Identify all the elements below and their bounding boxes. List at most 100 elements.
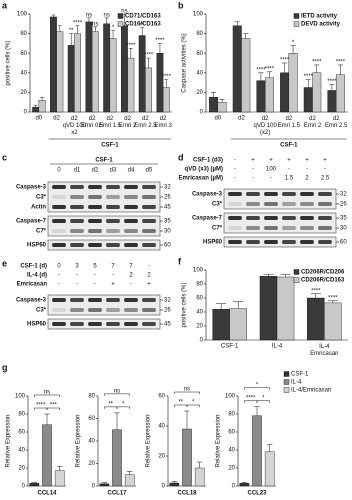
bar (312, 72, 322, 113)
band (70, 195, 84, 199)
y-tick-label: 100 (15, 394, 26, 400)
band (106, 229, 120, 233)
group-label: CSF-1 (280, 143, 298, 149)
error-bar (33, 104, 38, 108)
bar (103, 23, 111, 113)
band (52, 308, 66, 312)
band (106, 205, 120, 209)
condition-label: CSF-1 (d) (20, 264, 47, 270)
lane-label: d2 (92, 168, 99, 174)
significance-label: **** (73, 20, 83, 26)
condition-cell: - (306, 167, 308, 173)
condition-label: qVD (x3) (µM) (185, 167, 223, 173)
band (228, 216, 242, 220)
condition-cell: + (147, 282, 151, 288)
y-tick-label: 40 (196, 310, 203, 316)
band (124, 229, 138, 233)
condition-cell: - (234, 167, 236, 173)
band (124, 243, 138, 247)
band (142, 322, 156, 326)
condition-cell: - (94, 273, 96, 279)
band (318, 216, 332, 220)
mw-label: 26 (164, 195, 171, 201)
y-tick-label: 60 (88, 416, 95, 422)
error-bar (280, 273, 291, 277)
significance-label: **** (155, 38, 165, 44)
bar (209, 97, 219, 113)
condition-cell: 7 (111, 264, 115, 270)
band (264, 202, 278, 206)
legend-swatch (283, 371, 290, 377)
condition-cell: - (270, 176, 272, 182)
y-tick-label: 80 (196, 282, 203, 288)
band (88, 229, 102, 233)
band (300, 202, 314, 206)
band (106, 322, 120, 326)
bar (324, 302, 342, 341)
error-bar (171, 481, 178, 483)
x-tick-label: d2 (238, 116, 245, 122)
legend-swatch (117, 21, 124, 27)
x-tick-label: d2 Emri 1.5 (99, 116, 122, 129)
error-bar (104, 17, 109, 24)
text-line: qVD 100 (253, 122, 277, 128)
bar (276, 276, 295, 341)
bar (112, 429, 122, 487)
y-tick-label: 20 (18, 466, 25, 472)
error-bar (219, 99, 225, 103)
x-tick-label: IL-4 (272, 344, 283, 350)
y-tick-label: 60 (18, 430, 25, 436)
band (246, 216, 260, 220)
condition-label: IL-4 (d) (27, 273, 47, 279)
mw-label: 26 (164, 308, 171, 314)
condition-cell: 7 (129, 264, 133, 270)
significance-label: **** (265, 66, 275, 72)
bar (38, 100, 46, 113)
condition-cell: 3 (75, 264, 79, 270)
band (264, 216, 278, 220)
bar (280, 72, 290, 113)
panel-label: g (2, 362, 8, 372)
protein-label: Caspase-7 (192, 216, 223, 222)
y-axis-label: Relative Expression (146, 414, 152, 467)
bar (264, 451, 275, 487)
y-axis-label: Relative Expression (6, 414, 12, 467)
bar (239, 483, 250, 487)
band (246, 192, 260, 196)
condition-cell: - (58, 273, 60, 279)
y-tick-label: 20 (196, 90, 203, 96)
significance-label: ns (104, 12, 110, 18)
band (228, 240, 242, 244)
band (142, 195, 156, 199)
band (142, 205, 156, 209)
error-bar (75, 25, 80, 34)
lane-label: d5 (146, 168, 153, 174)
bar (156, 53, 164, 113)
error-bar (254, 406, 260, 416)
significance-label: **** (144, 53, 154, 59)
x-tick-label: d2 qVD 100 x2 (63, 116, 87, 136)
band (228, 226, 242, 230)
bar (74, 33, 81, 113)
x-axis-label: CCL18 (177, 491, 197, 497)
bar (124, 474, 135, 487)
significance-label: **** (328, 295, 338, 301)
text-line: qVD 100 (63, 122, 87, 128)
band (282, 216, 296, 220)
band (52, 205, 66, 209)
y-tick-label: 0 (200, 110, 204, 116)
protein-label: HSP60 (203, 240, 223, 246)
band (70, 322, 84, 326)
band (124, 219, 138, 223)
text-line: IL-4 (319, 344, 330, 350)
y-axis-label: Relative Expression (216, 414, 222, 467)
blot-title: CSF-1 (95, 158, 113, 164)
error-bar (310, 293, 321, 298)
band (52, 185, 66, 189)
band (52, 322, 66, 326)
significance-label: **** (162, 74, 172, 80)
condition-cell: + (287, 158, 291, 164)
band (70, 219, 84, 223)
band (246, 202, 260, 206)
